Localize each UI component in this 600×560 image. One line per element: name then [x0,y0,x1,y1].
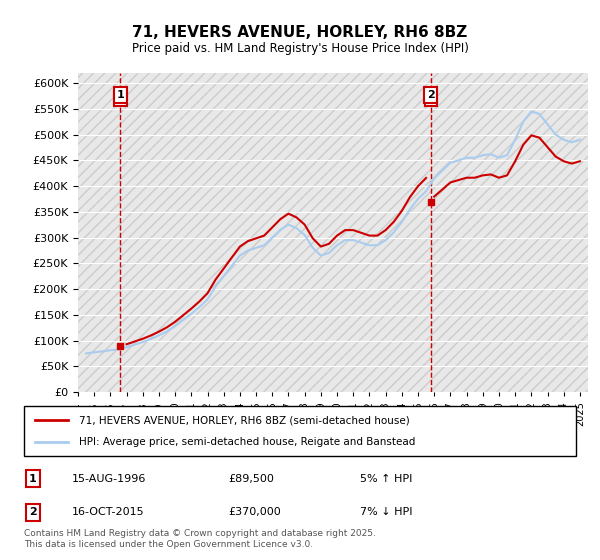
Text: Price paid vs. HM Land Registry's House Price Index (HPI): Price paid vs. HM Land Registry's House … [131,42,469,55]
Text: Contains HM Land Registry data © Crown copyright and database right 2025.
This d: Contains HM Land Registry data © Crown c… [24,529,376,549]
Text: 71, HEVERS AVENUE, HORLEY, RH6 8BZ (semi-detached house): 71, HEVERS AVENUE, HORLEY, RH6 8BZ (semi… [79,415,410,425]
Text: 1: 1 [29,474,37,484]
Text: 5% ↑ HPI: 5% ↑ HPI [360,474,412,484]
Text: 2: 2 [427,90,434,100]
Text: 2: 2 [427,94,434,104]
Text: 16-OCT-2015: 16-OCT-2015 [72,507,145,517]
Text: 7% ↓ HPI: 7% ↓ HPI [360,507,413,517]
Text: 1: 1 [116,90,124,100]
Text: 71, HEVERS AVENUE, HORLEY, RH6 8BZ: 71, HEVERS AVENUE, HORLEY, RH6 8BZ [133,25,467,40]
Text: HPI: Average price, semi-detached house, Reigate and Banstead: HPI: Average price, semi-detached house,… [79,437,416,447]
Text: 15-AUG-1996: 15-AUG-1996 [72,474,146,484]
Text: £89,500: £89,500 [228,474,274,484]
Text: 1: 1 [116,94,124,104]
Text: £370,000: £370,000 [228,507,281,517]
FancyBboxPatch shape [24,406,576,456]
Text: 2: 2 [29,507,37,517]
